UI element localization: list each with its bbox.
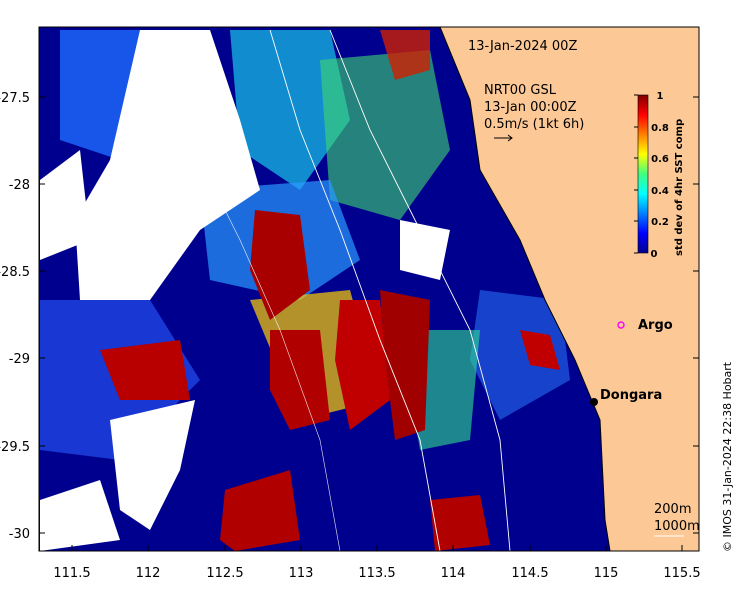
contour-legend-1000m: 1000m <box>654 519 700 534</box>
colorbar: 1 0.8 0.6 0.4 0.2 0 std dev of 4hr SST c… <box>634 91 685 260</box>
vector-scale-label: 0.5m/s (1kt 6h) <box>484 117 584 132</box>
place-label: Dongara <box>600 388 662 403</box>
y-tick-label: -29 <box>9 352 30 367</box>
data-field <box>39 27 699 551</box>
contour-1000m <box>329 29 511 551</box>
colorbar-tick: 0.6 <box>651 154 669 165</box>
contour-legend-200m: 200m <box>654 502 691 517</box>
argo-marker <box>617 321 625 329</box>
y-tick-label: -30 <box>9 527 30 542</box>
y-tick-label: -29.5 <box>0 440 30 455</box>
x-tick-label: 113.5 <box>358 566 395 581</box>
colorbar-tick: 1 <box>657 91 664 102</box>
place-marker <box>590 398 598 406</box>
x-tick-label: 111.5 <box>53 566 90 581</box>
x-axis: 111.5 112 112.5 113 113.5 114 114.5 115 … <box>53 545 701 581</box>
colorbar-title: std dev of 4hr SST comp <box>674 119 685 256</box>
colorbar-tick: 0 <box>651 249 658 260</box>
y-tick-label: -27.5 <box>0 91 30 106</box>
x-tick-label: 115 <box>594 566 619 581</box>
colorbar-tick: 0.2 <box>651 217 669 228</box>
contour-200m <box>269 29 441 551</box>
date-title: 13-Jan-2024 00Z <box>468 39 577 54</box>
x-tick-label: 113 <box>289 566 314 581</box>
colorbar-tick: 0.4 <box>651 186 669 197</box>
y-tick-label: -28.5 <box>0 265 30 280</box>
y-axis: -27.5 -28 -28.5 -29 -29.5 -30 <box>0 91 699 542</box>
x-tick-label: 114 <box>441 566 466 581</box>
credit-text: © IMOS 31-Jan-2024 22:38 Hobart <box>721 361 734 552</box>
plot-frame <box>38 26 700 552</box>
x-tick-label: 115.5 <box>663 566 700 581</box>
product-label: NRT00 GSL <box>484 83 557 98</box>
x-tick-label: 112.5 <box>206 566 243 581</box>
y-tick-label: -28 <box>9 178 30 193</box>
colorbar-tick: 0.8 <box>651 123 669 134</box>
vector-scale-arrow <box>494 134 513 142</box>
argo-label: Argo <box>638 318 673 333</box>
x-tick-label: 112 <box>136 566 161 581</box>
x-tick-label: 114.5 <box>511 566 548 581</box>
time-label: 13-Jan 00:00Z <box>484 100 577 115</box>
